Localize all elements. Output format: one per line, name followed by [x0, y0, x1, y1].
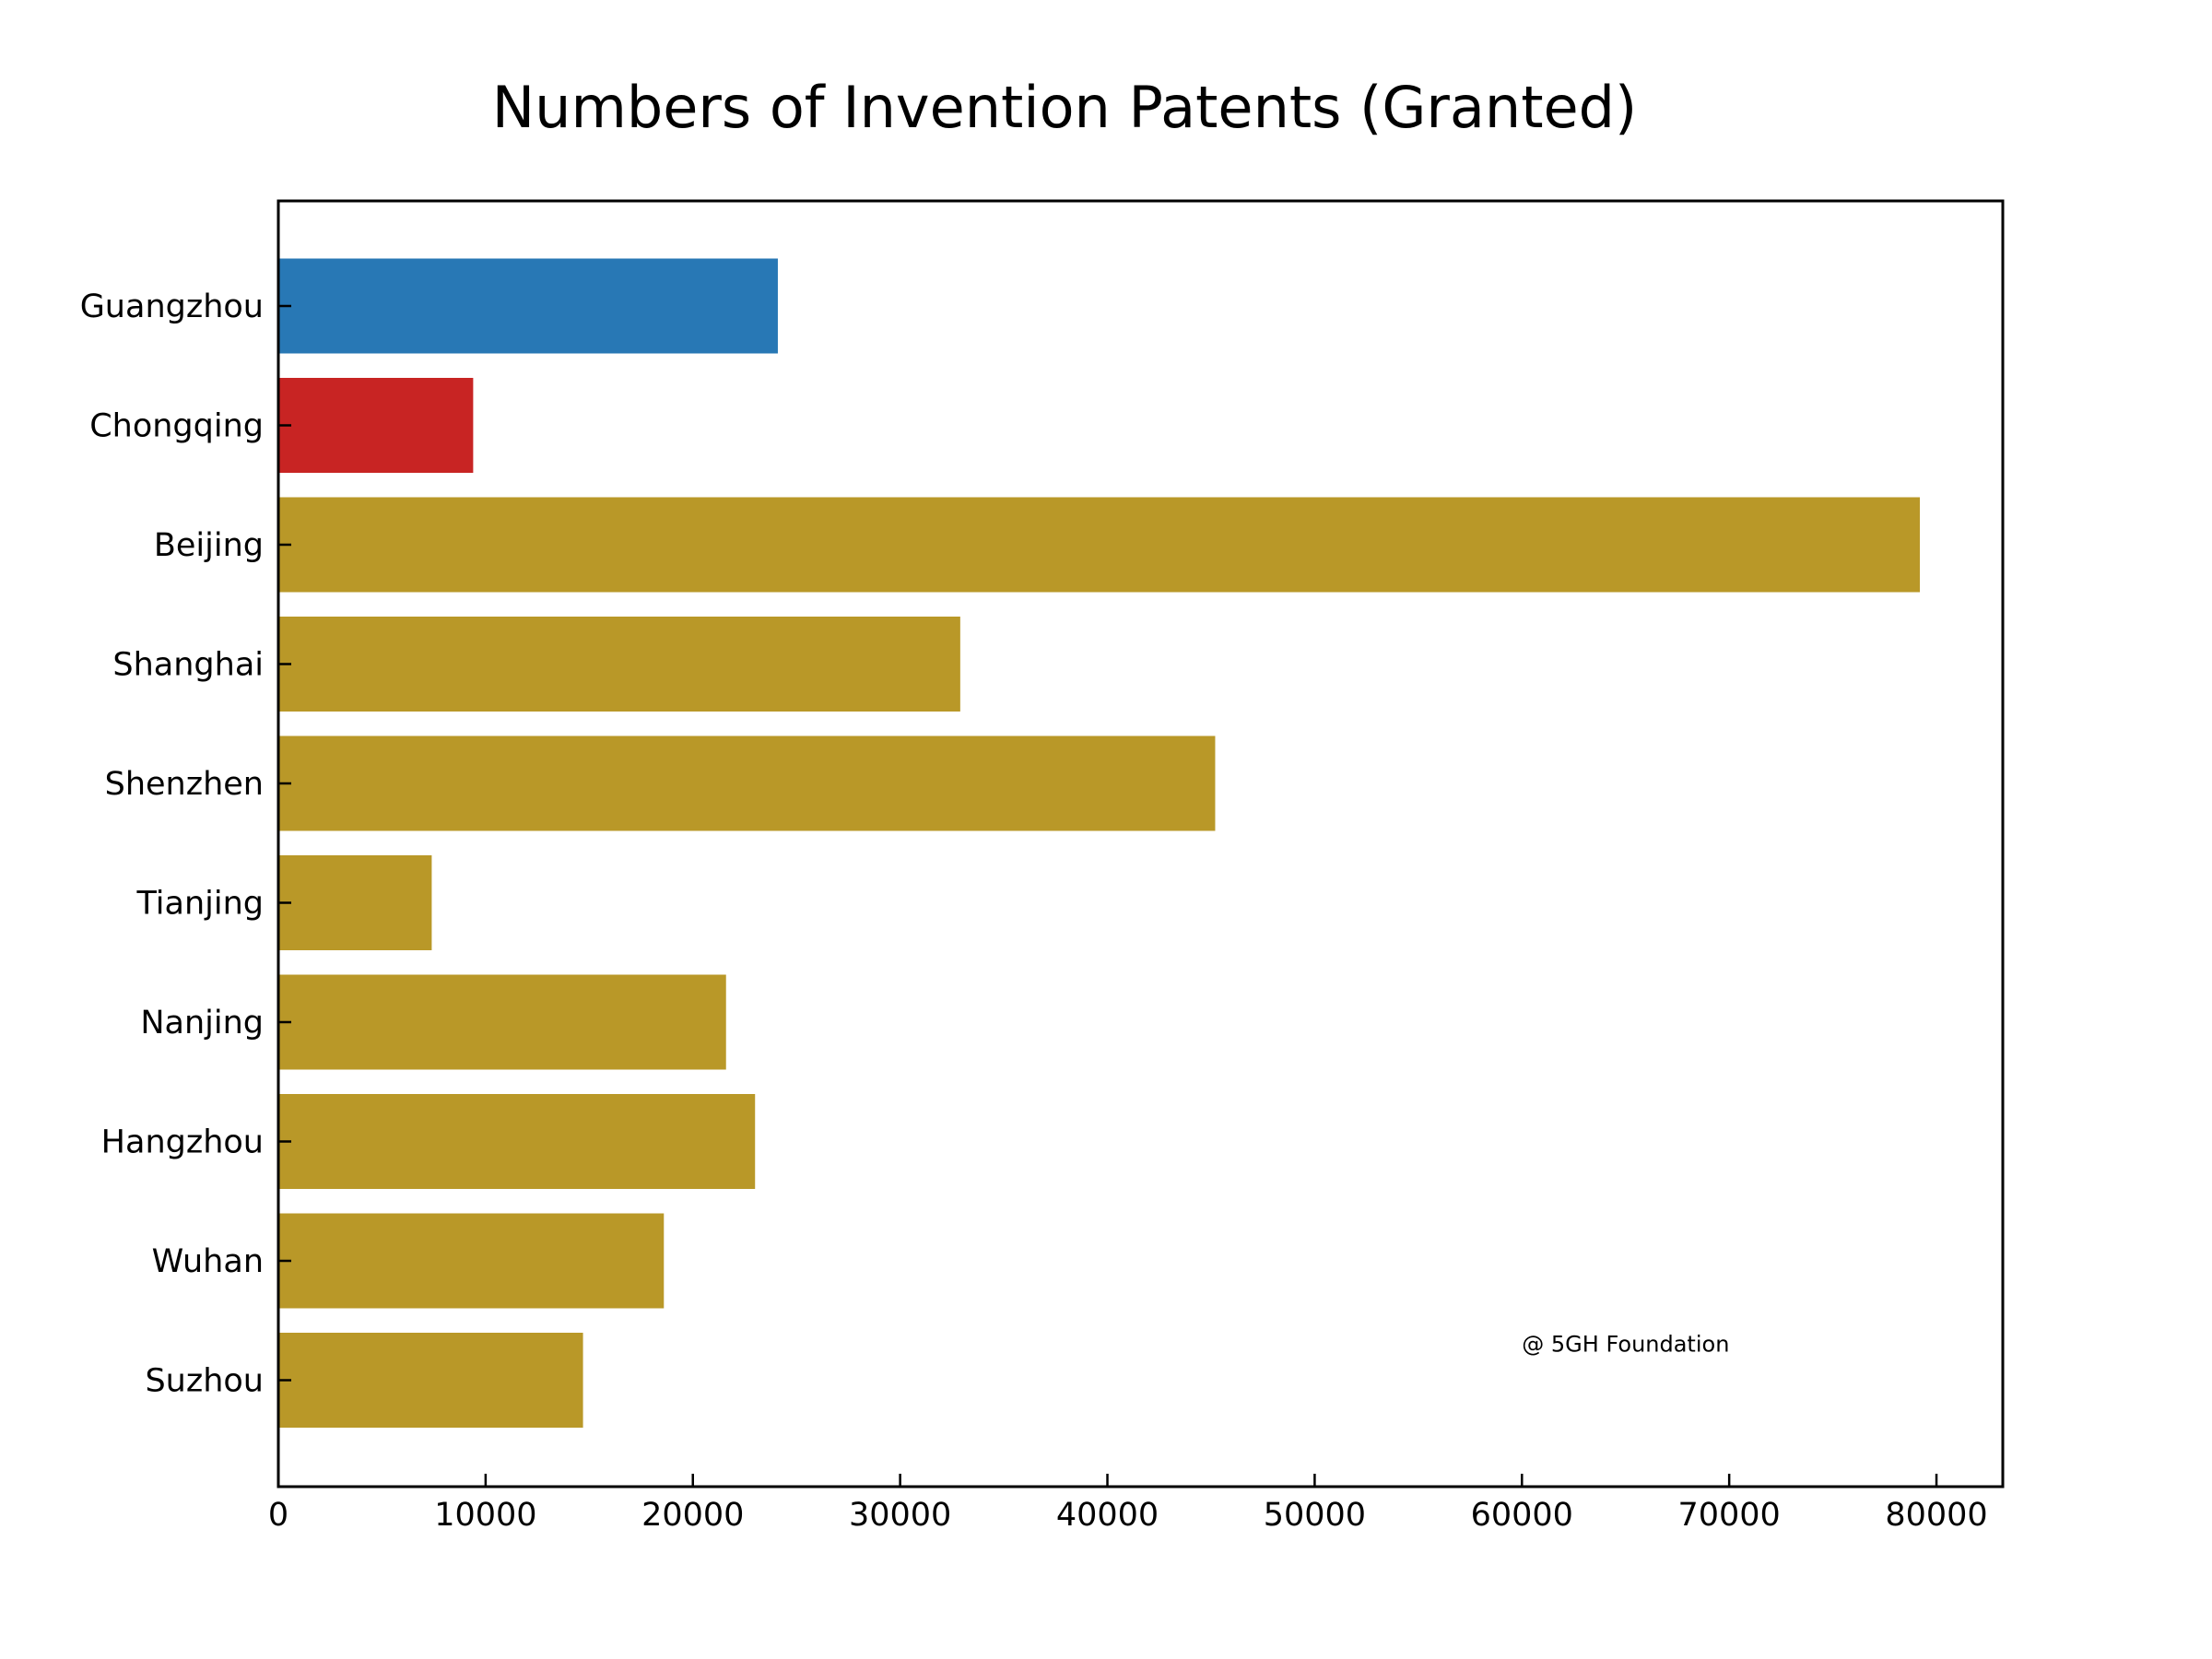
bars-layer	[278, 258, 1921, 1428]
bar-nanjing	[278, 974, 726, 1070]
bar-guangzhou	[278, 258, 778, 354]
x-tick-label-70000: 70000	[1677, 1497, 1780, 1534]
bar-hangzhou	[278, 1094, 756, 1189]
bar-wuhan	[278, 1213, 665, 1309]
plot-frame	[276, 199, 2005, 1488]
x-tick-label-30000: 30000	[849, 1497, 951, 1534]
x-tick-label-40000: 40000	[1056, 1497, 1159, 1534]
x-tick-label-0: 0	[268, 1497, 288, 1534]
x-tick-label-20000: 20000	[641, 1497, 744, 1534]
x-tick-label-10000: 10000	[434, 1497, 536, 1534]
y-tick-label-tianjing: Tianjing	[135, 886, 264, 923]
bar-beijing	[278, 497, 1921, 593]
y-tick-label-beijing: Beijing	[154, 527, 264, 564]
y-tick-label-nanjing: Nanjing	[140, 1005, 264, 1041]
bar-shanghai	[278, 617, 960, 712]
watermark-annotation: @ 5GH Foundation	[1522, 1332, 1729, 1358]
bar-chongqing	[278, 378, 474, 473]
y-tick-label-guangzhou: Guangzhou	[80, 288, 264, 325]
bar-shenzhen	[278, 735, 1216, 831]
y-axis: Guangzhou Chongqing Beijing Shanghai Shenzhe…	[80, 288, 291, 1400]
y-tick-label-wuhan: Wuhan	[152, 1243, 264, 1280]
x-tick-label-80000: 80000	[1885, 1497, 1987, 1534]
x-tick-label-60000: 60000	[1471, 1497, 1573, 1534]
y-tick-label-chongqing: Chongqing	[89, 408, 264, 445]
y-tick-label-shenzhen: Shenzhen	[105, 766, 264, 803]
y-tick-label-suzhou: Suzhou	[145, 1363, 264, 1400]
y-tick-label-hangzhou: Hangzhou	[101, 1124, 264, 1161]
chart-title: Numbers of Invention Patents (Granted)	[492, 74, 1637, 141]
x-axis: 0 10000 20000 30000 40000 50000 60000 70000 8000…	[268, 1474, 1988, 1534]
y-tick-label-shanghai: Shanghai	[112, 647, 264, 684]
bar-tianjing	[278, 855, 432, 950]
bar-suzhou	[278, 1333, 583, 1428]
x-tick-label-50000: 50000	[1264, 1497, 1366, 1534]
